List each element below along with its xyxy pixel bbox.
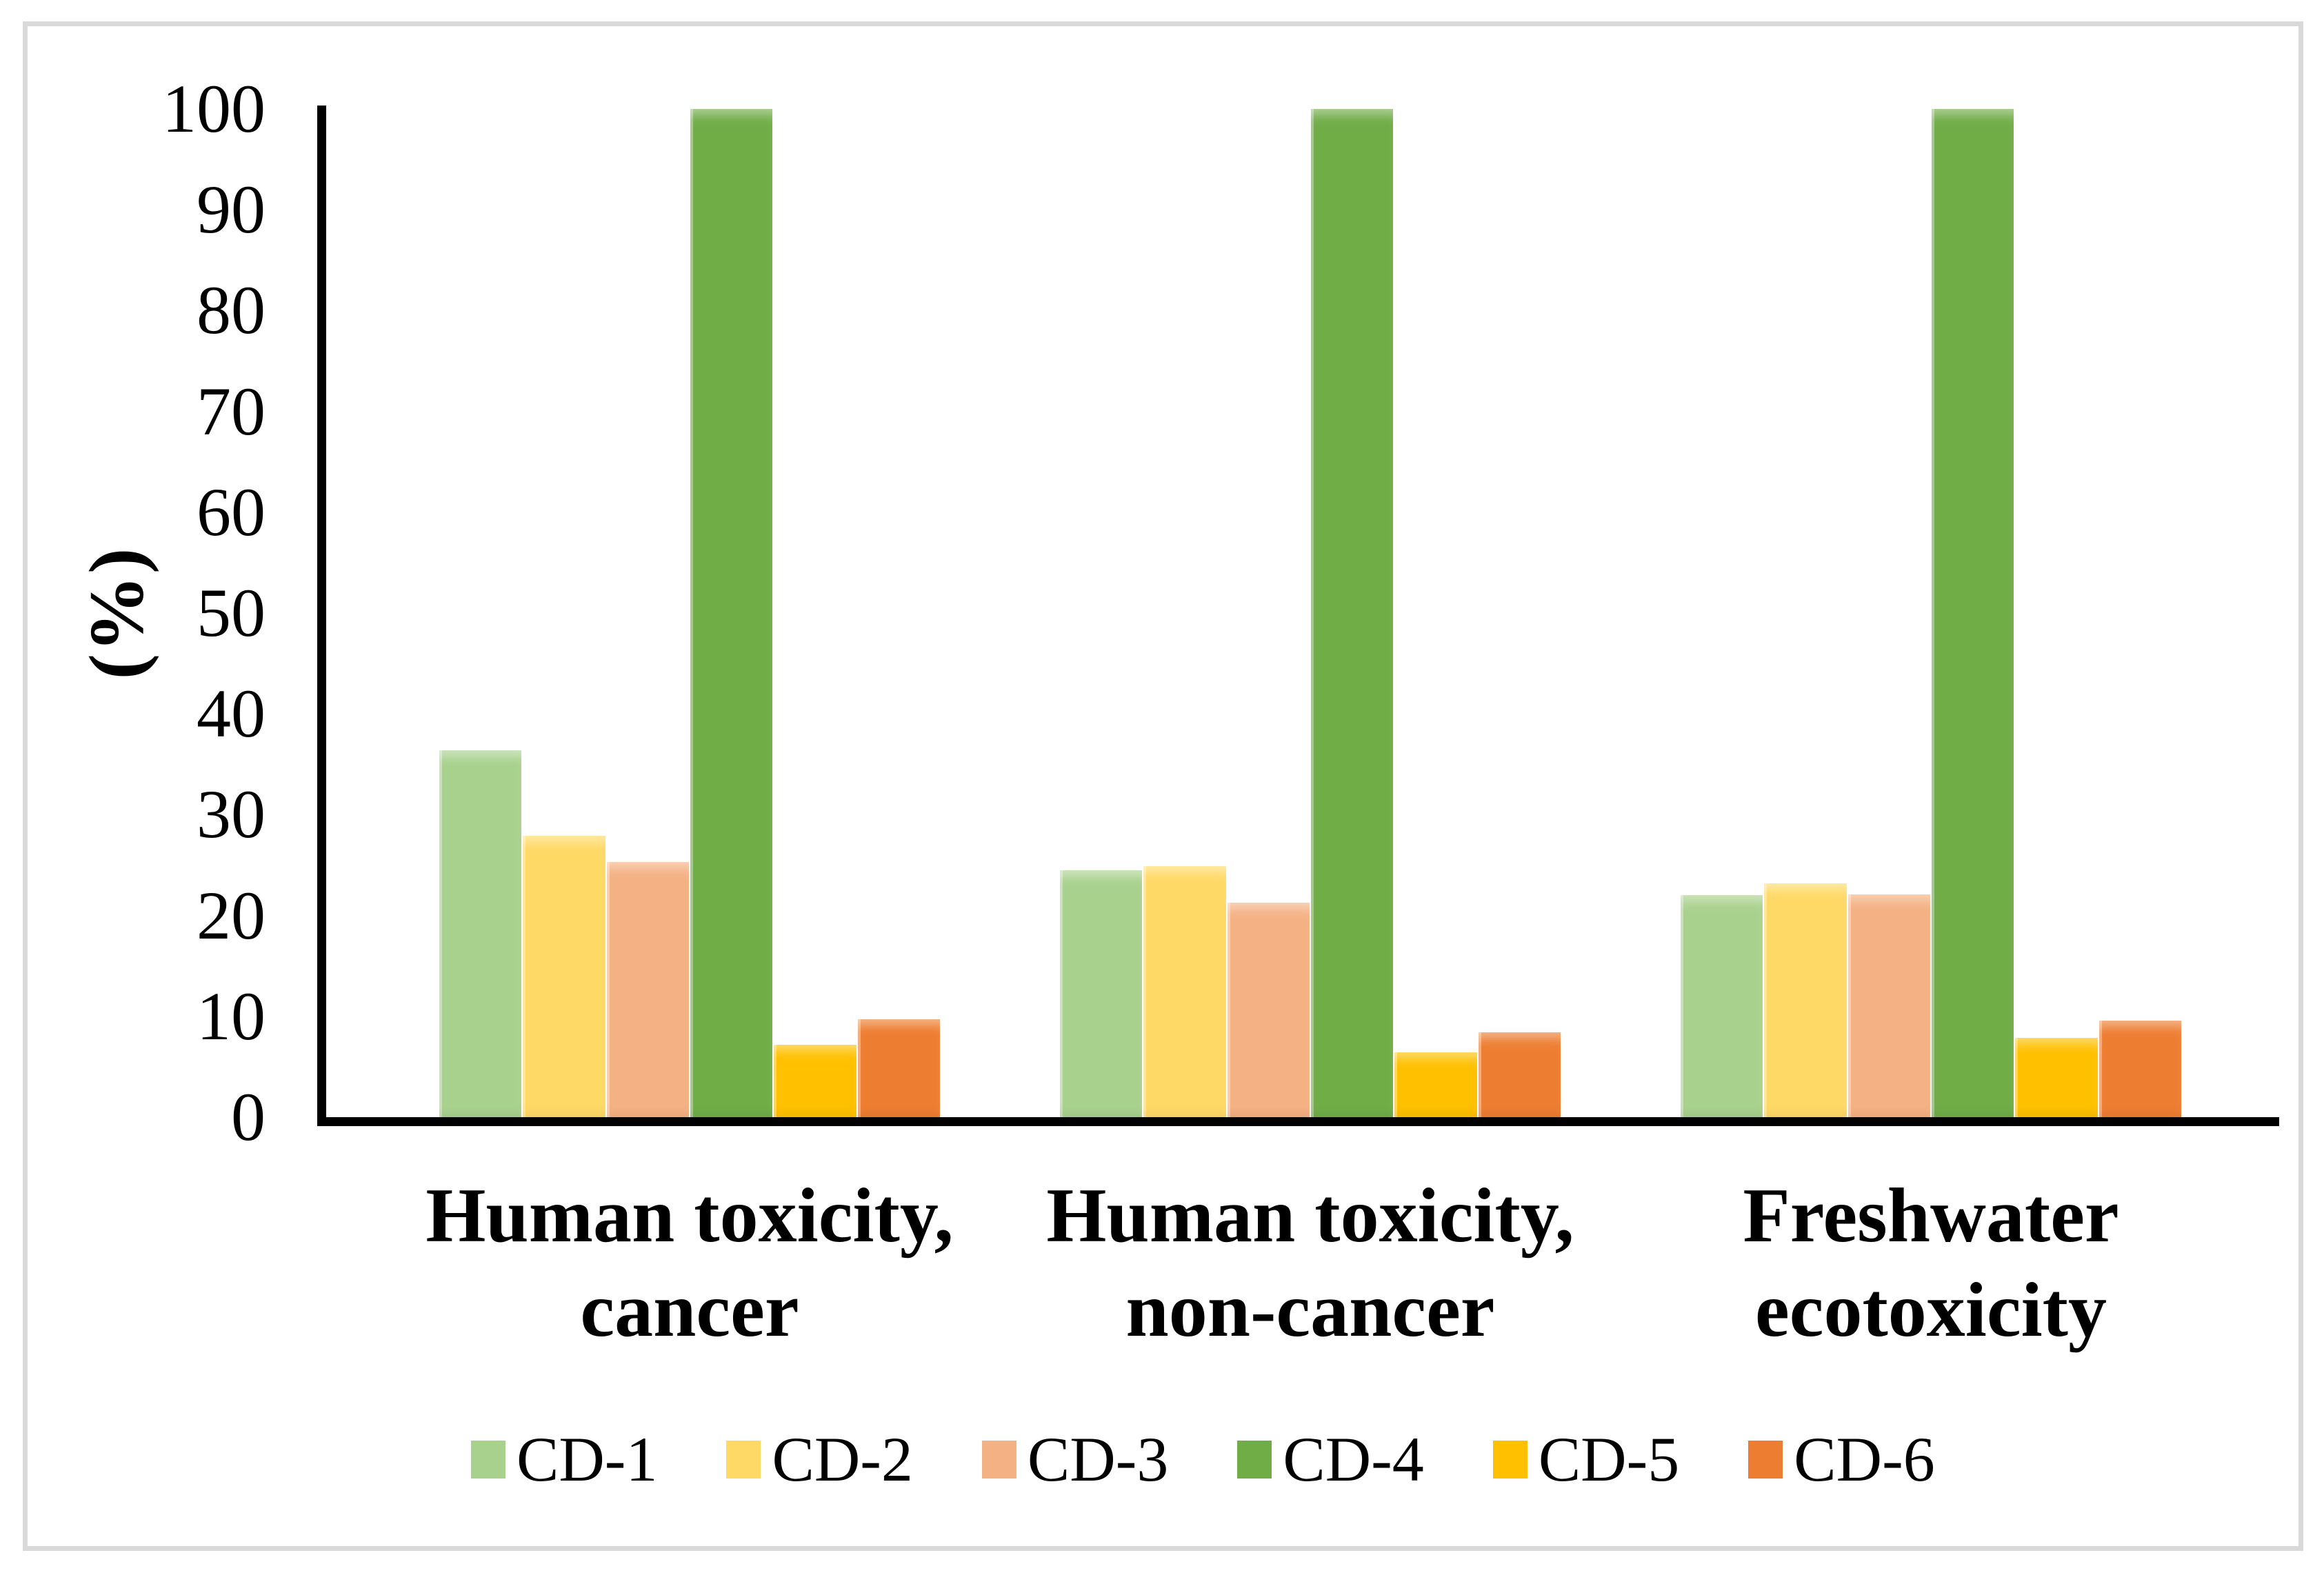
legend: CD-1 CD-2 CD-3 CD-4 CD-5 CD-6	[471, 1419, 1935, 1499]
y-tick-60: 60	[197, 473, 266, 550]
legend-label-cd-6: CD-6	[1794, 1424, 1935, 1494]
bar-cluster-human-toxicity-non-cancer	[1060, 109, 1561, 1117]
category-label-human-toxicity-non-cancer: Human toxicity, non-cancer	[1046, 1173, 1574, 1353]
category-label-human-toxicity-cancer: Human toxicity, cancer	[425, 1173, 954, 1353]
x-axis-line	[317, 1117, 2279, 1126]
bar-cd-6-human-toxicity-non-cancer	[1478, 1032, 1561, 1117]
y-tick-10: 10	[197, 977, 266, 1054]
category-label-freshwater-ecotoxicity: Freshwater ecotoxicity	[1743, 1173, 2119, 1353]
legend-item-cd-5: CD-5	[1492, 1424, 1680, 1494]
bar-cd-1-human-toxicity-cancer	[439, 750, 522, 1117]
legend-label-cd-1: CD-1	[517, 1424, 658, 1494]
bar-cd-5-human-toxicity-cancer	[774, 1044, 857, 1117]
bar-cd-6-human-toxicity-cancer	[857, 1019, 940, 1117]
y-tick-20: 20	[197, 876, 266, 954]
bar-cluster-human-toxicity-cancer	[439, 109, 940, 1117]
legend-item-cd-3: CD-3	[981, 1424, 1169, 1494]
legend-swatch-cd-2	[726, 1440, 761, 1479]
legend-label-cd-3: CD-3	[1027, 1424, 1169, 1494]
bar-cd-3-human-toxicity-cancer	[606, 862, 689, 1117]
bar-cd-4-freshwater-ecotoxicity	[1931, 109, 2014, 1117]
legend-swatch-cd-4	[1237, 1440, 1272, 1479]
legend-label-cd-4: CD-4	[1283, 1424, 1424, 1494]
legend-item-cd-4: CD-4	[1237, 1424, 1424, 1494]
legend-swatch-cd-5	[1492, 1440, 1527, 1479]
bar-cd-2-human-toxicity-non-cancer	[1143, 865, 1226, 1117]
legend-swatch-cd-6	[1748, 1440, 1783, 1479]
y-tick-0: 0	[231, 1079, 266, 1155]
bar-cd-4-human-toxicity-non-cancer	[1310, 109, 1394, 1117]
figure-border	[23, 21, 2303, 1551]
bar-cd-1-freshwater-ecotoxicity	[1681, 895, 1763, 1117]
y-tick-50: 50	[197, 574, 266, 651]
legend-item-cd-2: CD-2	[726, 1424, 913, 1494]
bar-cd-3-freshwater-ecotoxicity	[1847, 894, 1930, 1117]
bar-cluster-freshwater-ecotoxicity	[1681, 109, 2181, 1117]
legend-swatch-cd-1	[471, 1440, 505, 1479]
bar-cd-6-freshwater-ecotoxicity	[2098, 1020, 2181, 1117]
bar-cd-3-human-toxicity-non-cancer	[1227, 902, 1310, 1117]
bar-cd-2-freshwater-ecotoxicity	[1764, 883, 1847, 1117]
y-tick-70: 70	[197, 372, 266, 450]
legend-label-cd-5: CD-5	[1538, 1424, 1680, 1494]
bar-cd-5-freshwater-ecotoxicity	[2015, 1037, 2098, 1117]
y-tick-30: 30	[197, 776, 266, 853]
y-tick-80: 80	[197, 272, 266, 349]
plot-area	[317, 109, 2279, 1117]
legend-item-cd-1: CD-1	[471, 1427, 657, 1491]
legend-swatch-cd-3	[981, 1440, 1016, 1479]
y-tick-40: 40	[197, 675, 266, 752]
bar-cd-2-human-toxicity-cancer	[523, 836, 605, 1117]
y-tick-100: 100	[162, 70, 266, 147]
y-axis-line	[317, 106, 326, 1126]
legend-label-cd-2: CD-2	[772, 1424, 913, 1494]
y-tick-90: 90	[197, 171, 266, 248]
bar-cd-1-human-toxicity-non-cancer	[1060, 870, 1143, 1117]
bar-cd-5-human-toxicity-non-cancer	[1394, 1052, 1477, 1117]
bar-cd-4-human-toxicity-cancer	[690, 109, 773, 1117]
legend-item-cd-6: CD-6	[1748, 1424, 1935, 1494]
